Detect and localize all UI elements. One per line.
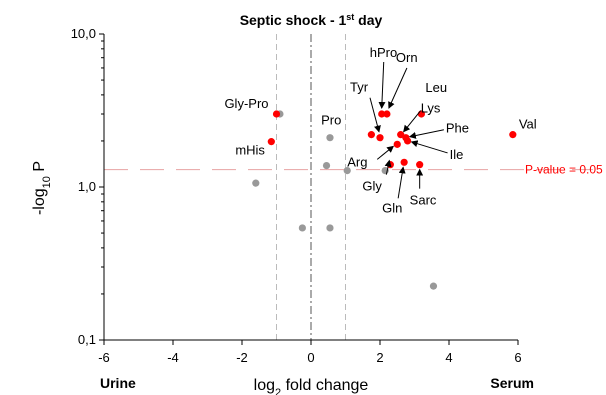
significant-point: [400, 158, 408, 166]
point-label: Arg: [347, 154, 367, 169]
significant-point: [397, 131, 405, 139]
nonsignificant-point: [343, 166, 351, 175]
significant-point: [378, 110, 386, 118]
nonsignificant-point: [429, 282, 438, 290]
point-label: Lys: [421, 101, 441, 116]
label-arrow: [384, 159, 392, 175]
x-axis-title: log2 fold change: [254, 377, 369, 395]
x-tick-label: 4: [445, 350, 452, 365]
label-arrow: [410, 140, 448, 154]
nonsignificant-point: [298, 224, 306, 232]
label-arrow: [397, 166, 406, 199]
chart-title: Septic shock - 1st day: [240, 12, 383, 28]
label-arrow: [378, 61, 386, 109]
y-tick-label: 10,0: [71, 26, 96, 41]
point-label: hPro: [370, 45, 397, 60]
point-label: Phe: [446, 121, 469, 136]
significant-point: [404, 137, 412, 145]
x-tick-label: -6: [98, 350, 110, 365]
plot-area: P-value = 0.05 -6 -4 -2 0 2 4 6 10,0 1,0 0,1 Val Leu…: [71, 26, 603, 365]
significant-point: [509, 131, 517, 139]
y-tick-label: 0,1: [78, 332, 96, 347]
y-axis-title: -log10 P: [31, 161, 53, 215]
point-label: Sarc: [410, 193, 437, 208]
point-label: Tyr: [350, 80, 369, 95]
nonsignificant-point: [322, 161, 331, 170]
x-tick-label: -2: [236, 350, 248, 365]
point-label: Gln: [382, 200, 402, 215]
label-arrow: [369, 97, 381, 133]
significant-point: [383, 110, 391, 118]
threshold-label: P-value = 0.05: [525, 163, 603, 177]
chart-title-superscript: st: [346, 12, 354, 22]
significant-point: [416, 161, 424, 169]
significant-point: [376, 134, 384, 142]
label-arrow: [388, 67, 408, 109]
point-label: Pro: [321, 113, 341, 128]
x-axis-title-subscript: 2: [275, 387, 281, 395]
label-arrow: [408, 129, 444, 139]
point-label: Leu: [425, 80, 447, 95]
y-tick-label: 1,0: [78, 179, 96, 194]
x-tick-label: 6: [514, 350, 521, 365]
nonsignificant-point: [326, 224, 334, 232]
point-label: Orn: [396, 50, 418, 65]
significant-point: [267, 138, 275, 146]
significant-point: [393, 140, 401, 148]
point-label: Ile: [450, 147, 464, 162]
y-axis-title-subscript: 10: [41, 176, 53, 188]
serum-label: Serum: [490, 375, 534, 391]
x-tick-label: -4: [167, 350, 179, 365]
point-label: Val: [519, 117, 537, 132]
point-label: Gly: [362, 179, 382, 194]
label-arrow: [376, 145, 395, 160]
significant-point: [367, 131, 375, 139]
urine-label: Urine: [100, 375, 136, 391]
x-tick-label: 0: [307, 350, 314, 365]
nonsignificant-point: [252, 179, 260, 187]
nonsignificant-point: [326, 134, 334, 142]
x-tick-label: 2: [376, 350, 383, 365]
point-label: mHis: [235, 143, 265, 158]
label-arrow: [403, 110, 422, 133]
significant-point: [272, 110, 281, 118]
point-label: Gly-Pro: [224, 96, 268, 111]
